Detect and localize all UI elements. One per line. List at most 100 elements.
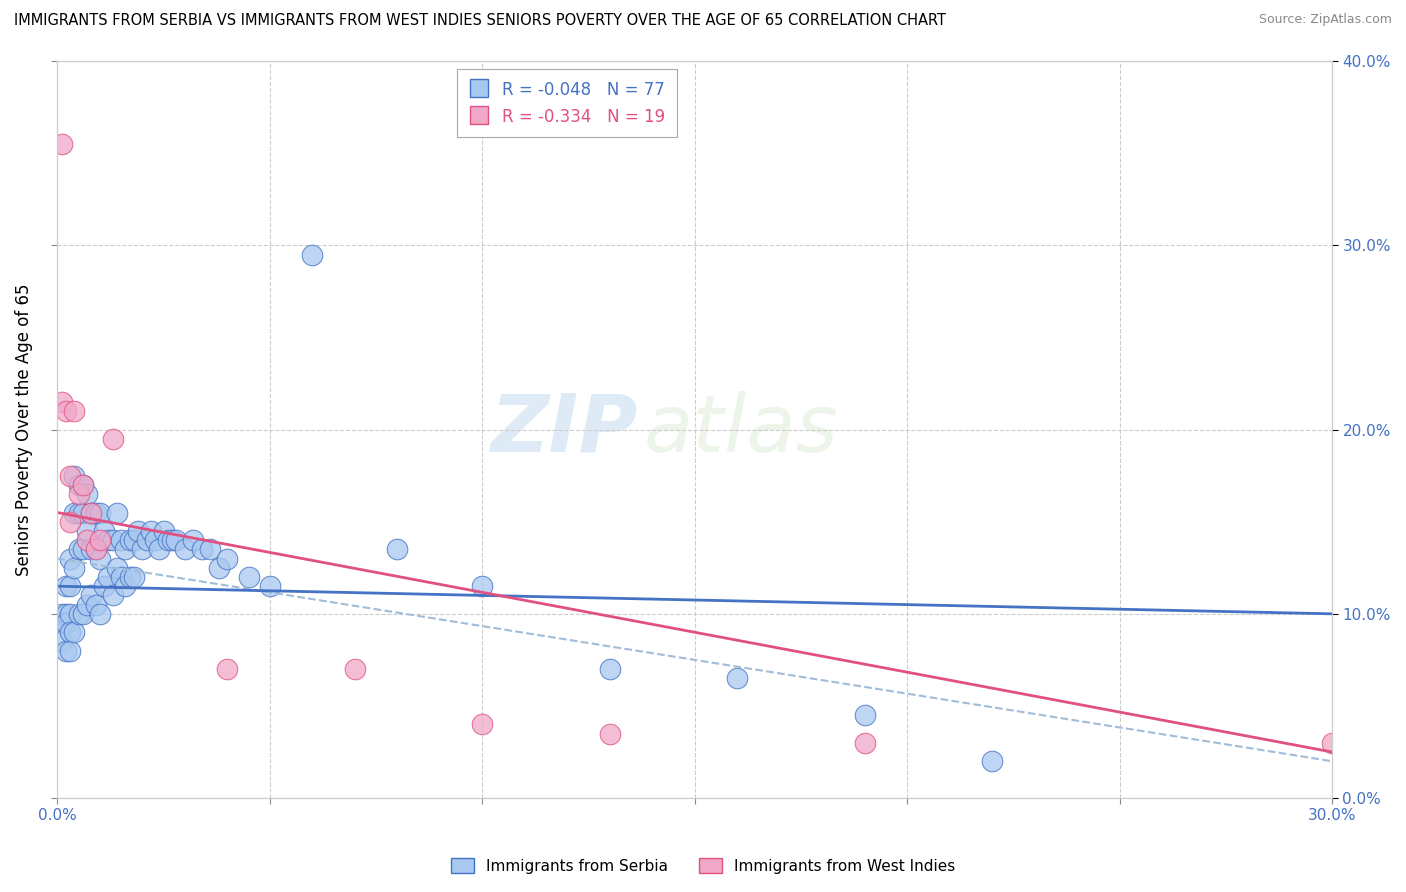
Point (127, 524, 149, 538)
Point (76, 533, 98, 548)
Point (143, 533, 166, 548)
Point (63, 468, 86, 483)
Point (101, 588, 124, 602)
Point (55, 643, 77, 657)
Point (76, 524, 98, 538)
Point (301, 247, 323, 261)
Point (59, 625, 82, 640)
Point (93, 579, 115, 593)
Legend: Immigrants from Serbia, Immigrants from West Indies: Immigrants from Serbia, Immigrants from … (444, 852, 962, 880)
Point (105, 561, 128, 575)
Point (59, 607, 82, 621)
Point (76, 598, 98, 612)
Text: Source: ZipAtlas.com: Source: ZipAtlas.com (1258, 13, 1392, 27)
Point (165, 533, 187, 548)
Point (80, 542, 103, 557)
Point (118, 533, 141, 548)
Point (76, 487, 98, 501)
Point (191, 542, 214, 557)
Point (110, 533, 132, 548)
Point (160, 533, 183, 548)
Point (208, 561, 231, 575)
Point (80, 506, 103, 520)
Point (89, 506, 111, 520)
Text: atlas: atlas (644, 391, 838, 468)
Point (67, 542, 90, 557)
Point (55, 615, 77, 630)
Point (63, 506, 86, 520)
Point (122, 533, 145, 548)
Point (67, 478, 90, 492)
Point (51, 136, 73, 151)
Point (72, 542, 94, 557)
Point (72, 478, 94, 492)
Point (725, 671, 748, 685)
Point (67, 487, 90, 501)
Point (55, 607, 77, 621)
Point (217, 662, 239, 676)
Point (72, 607, 94, 621)
Point (101, 432, 124, 446)
Point (55, 579, 77, 593)
Point (135, 533, 157, 548)
Point (343, 662, 366, 676)
Point (97, 570, 120, 584)
Point (122, 570, 145, 584)
Point (599, 662, 621, 676)
Point (93, 524, 115, 538)
Point (59, 515, 82, 529)
Point (114, 542, 136, 557)
Text: IMMIGRANTS FROM SERBIA VS IMMIGRANTS FROM WEST INDIES SENIORS POVERTY OVER THE A: IMMIGRANTS FROM SERBIA VS IMMIGRANTS FRO… (14, 13, 946, 29)
Point (238, 570, 260, 584)
Point (114, 579, 136, 593)
Y-axis label: Seniors Poverty Over the Age of 65: Seniors Poverty Over the Age of 65 (15, 284, 32, 576)
Point (599, 726, 621, 740)
Point (63, 404, 86, 418)
Point (84, 542, 107, 557)
Point (181, 533, 204, 548)
Point (139, 524, 162, 538)
Point (63, 625, 86, 640)
Point (80, 588, 103, 602)
Point (200, 542, 222, 557)
Point (89, 607, 111, 621)
Point (59, 643, 82, 657)
Point (89, 551, 111, 566)
Point (59, 579, 82, 593)
Point (853, 736, 876, 750)
Point (259, 579, 281, 593)
Point (110, 570, 132, 584)
Point (80, 506, 103, 520)
Point (59, 468, 82, 483)
Point (217, 551, 239, 566)
Point (51, 634, 73, 648)
Point (981, 754, 1004, 768)
Point (105, 506, 128, 520)
Point (72, 478, 94, 492)
Point (853, 708, 876, 723)
Point (387, 542, 409, 557)
Point (471, 579, 494, 593)
Point (63, 561, 86, 575)
Point (471, 717, 494, 731)
Point (152, 524, 174, 538)
Point (97, 533, 120, 548)
Point (84, 506, 107, 520)
Legend: R = -0.048   N = 77, R = -0.334   N = 19: R = -0.048 N = 77, R = -0.334 N = 19 (457, 70, 678, 137)
Point (51, 607, 73, 621)
Point (59, 551, 82, 566)
Point (156, 533, 179, 548)
Point (51, 395, 73, 409)
Point (51, 615, 73, 630)
Point (67, 506, 90, 520)
Text: ZIP: ZIP (489, 391, 637, 468)
Point (84, 598, 107, 612)
Point (1320, 736, 1343, 750)
Point (118, 570, 141, 584)
Point (101, 533, 124, 548)
Point (173, 542, 195, 557)
Point (148, 542, 170, 557)
Point (131, 542, 153, 557)
Point (84, 542, 107, 557)
Point (55, 404, 77, 418)
